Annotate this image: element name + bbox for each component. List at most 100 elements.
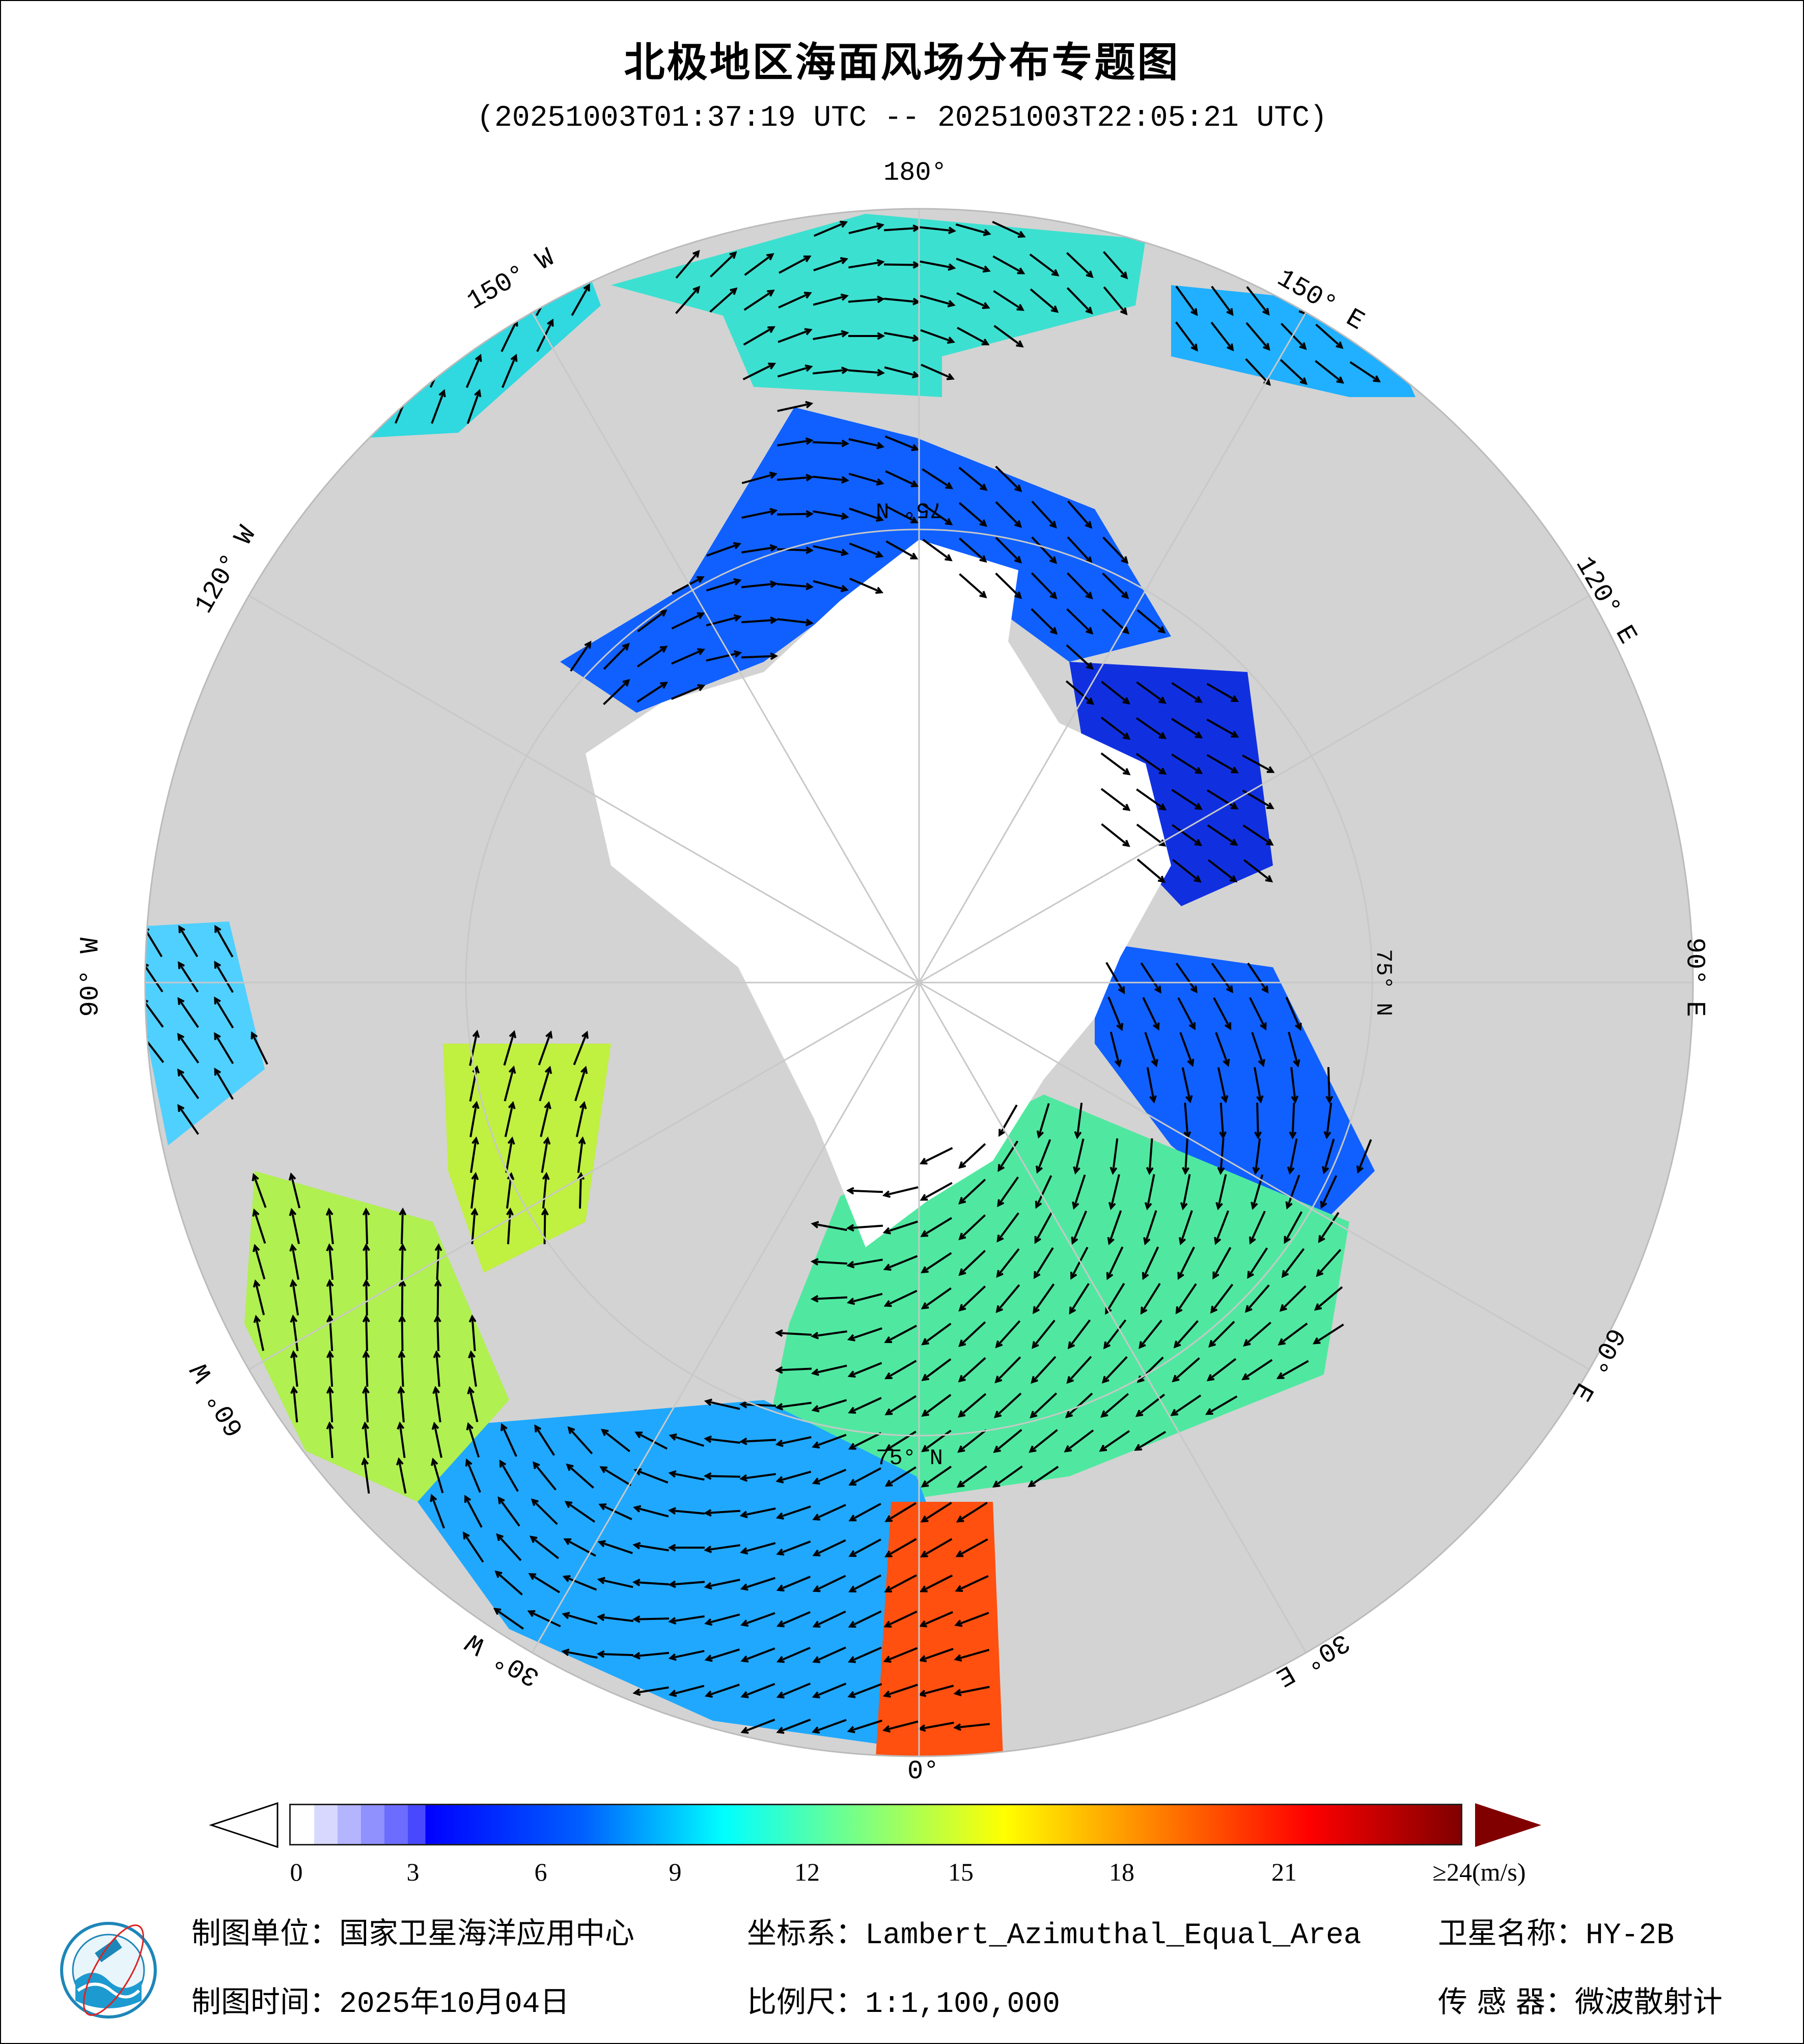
wind-arrow: [1177, 997, 1196, 1030]
wind-arrow: [597, 1540, 633, 1554]
wind-arrow: [669, 1433, 705, 1447]
wind-arrow: [776, 1718, 811, 1734]
wind-arrow: [496, 1533, 522, 1561]
wind-arrow: [1100, 752, 1131, 775]
wind-arrow: [432, 1386, 441, 1422]
wind-arrow: [1320, 1175, 1338, 1209]
wind-arrow: [956, 292, 990, 310]
wind-arrow: [1276, 1360, 1309, 1379]
wind-arrow: [430, 1494, 445, 1529]
wind-arrow: [566, 1463, 594, 1489]
footer-scale: 比例尺：1:1,100,000: [747, 1984, 1060, 2021]
wind-arrow: [777, 437, 814, 446]
wind-arrow: [633, 1468, 669, 1484]
lon-label-0: 0°: [907, 1756, 939, 1786]
wind-arrow: [848, 295, 885, 303]
wind-arrow: [1177, 1246, 1195, 1280]
wind-arrow: [953, 1723, 990, 1731]
wind-arrow: [1217, 1067, 1229, 1104]
wind-arrow: [398, 1314, 406, 1352]
wind-arrow: [1312, 1323, 1344, 1345]
wind-arrow: [1136, 609, 1166, 634]
meridian-line: [918, 982, 1307, 1654]
wind-arrow: [776, 473, 814, 482]
wind-arrow: [1247, 962, 1269, 994]
wind-arrow: [669, 1685, 705, 1697]
colorbar-tick: 9: [669, 1858, 682, 1886]
wind-arrow: [704, 1684, 740, 1698]
wind-arrow: [1100, 1393, 1129, 1418]
wind-arrow: [848, 1574, 882, 1592]
wind-arrow: [775, 1505, 811, 1520]
wind-arrow: [1321, 1138, 1335, 1174]
wind-arrow: [995, 501, 1022, 528]
wind-arrow: [1172, 859, 1202, 883]
wind-arrow: [885, 505, 919, 523]
meridian-line: [248, 595, 920, 984]
wind-arrow: [251, 1031, 268, 1065]
wind-arrow: [776, 1683, 811, 1699]
wind-arrow: [1134, 1431, 1167, 1451]
wind-arrow: [848, 1502, 881, 1522]
wind-arrow: [1099, 1430, 1130, 1452]
wind-arrow: [290, 1314, 299, 1351]
wind-arrow: [813, 545, 849, 556]
wind-arrow: [703, 1509, 741, 1517]
wind-arrow: [848, 259, 885, 269]
sea-ice-region: [586, 540, 1171, 1247]
wind-arrow: [1035, 1175, 1052, 1209]
wind-arrow: [848, 438, 885, 450]
wind-arrow: [1144, 1174, 1155, 1211]
wind-arrow: [1318, 1212, 1340, 1243]
wind-arrow: [739, 1507, 776, 1519]
wind-arrow: [668, 1580, 705, 1588]
wind-arrow: [361, 1457, 370, 1494]
wind-arrow: [1140, 962, 1161, 994]
wind-arrow: [1242, 754, 1275, 773]
wind-arrow: [600, 1429, 630, 1452]
wind-arrow: [396, 1457, 407, 1494]
wind-arrow: [953, 1686, 990, 1697]
wind-arrow: [497, 1496, 520, 1527]
wind-arrow: [540, 1101, 551, 1137]
wind-arrow: [810, 1258, 848, 1266]
wind-arrow: [741, 652, 779, 660]
wind-arrow: [920, 1501, 952, 1523]
wind-arrow: [668, 1544, 705, 1552]
wind-arrow: [993, 290, 1025, 311]
wind-arrow: [992, 255, 1025, 274]
wind-arrow: [1172, 1357, 1200, 1383]
wind-arrow: [531, 1498, 558, 1525]
wind-arrow: [1170, 1394, 1202, 1416]
wind-arrow: [958, 1321, 986, 1348]
wind-arrow: [1356, 1139, 1372, 1174]
wind-arrow: [1182, 1138, 1190, 1175]
wind-arrow: [1031, 608, 1058, 635]
wind-arrow: [849, 542, 884, 558]
wind-arrow: [399, 1243, 407, 1280]
wind-arrow: [1210, 1283, 1234, 1314]
wind-arrow: [434, 1243, 442, 1280]
wind-arrow: [1065, 680, 1095, 705]
wind-arrow: [1064, 1429, 1094, 1453]
wind-arrow: [597, 1613, 633, 1622]
wind-arrow: [505, 1136, 515, 1173]
wind-arrow: [668, 1649, 705, 1661]
wind-arrow: [1105, 1282, 1125, 1315]
wind-arrow: [1101, 1356, 1128, 1384]
wind-arrow: [812, 1683, 847, 1699]
wind-arrow: [883, 1290, 918, 1307]
wind-arrow: [1316, 1249, 1342, 1277]
wind-arrow: [632, 1615, 670, 1623]
wind-arrow: [1034, 1211, 1053, 1244]
wind-arrow: [955, 1538, 988, 1557]
wind-arrow: [776, 1646, 811, 1663]
wind-arrow: [1243, 1322, 1271, 1347]
wind-arrow: [470, 1172, 479, 1209]
wind-arrow: [501, 353, 518, 388]
wind-arrow: [918, 1647, 954, 1663]
wind-arrow: [920, 1217, 953, 1237]
wind-arrow: [633, 1505, 669, 1518]
wind-arrow: [1103, 1319, 1127, 1350]
wind-arrow: [704, 1435, 740, 1444]
